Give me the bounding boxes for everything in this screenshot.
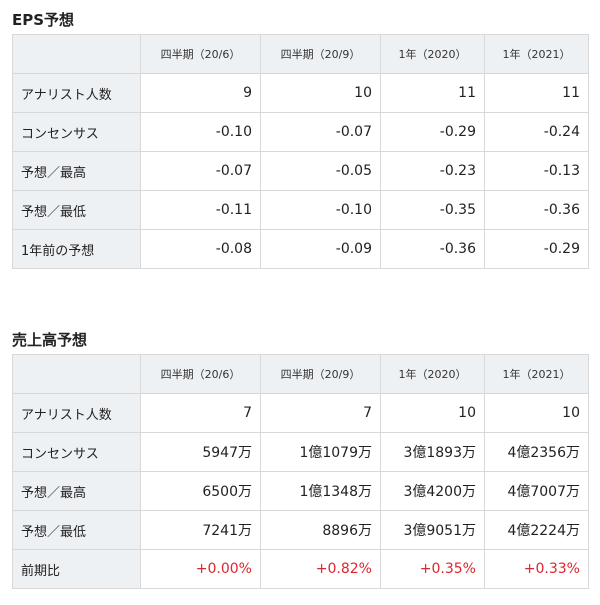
table-cell: -0.07 [260, 112, 381, 152]
row-label-high: 予想／最高 [12, 151, 141, 191]
table-cell: 10 [380, 393, 485, 433]
table-cell: 4億2356万 [484, 432, 589, 472]
row-label-year-ago: 1年前の予想 [12, 229, 141, 269]
sales-header-y-2020: 1年（2020） [380, 354, 485, 394]
eps-header-y-2021: 1年（2021） [484, 34, 589, 74]
table-row: アナリスト人数 9 10 11 11 [12, 73, 589, 113]
row-label-high: 予想／最高 [12, 471, 141, 511]
sales-table: 四半期（20/6） 四半期（20/9） 1年（2020） 1年（2021） アナ… [12, 354, 589, 589]
eps-table: 四半期（20/6） 四半期（20/9） 1年（2020） 1年（2021） アナ… [12, 34, 589, 269]
table-cell: 1億1348万 [260, 471, 381, 511]
change-cell: +0.35% [380, 549, 485, 589]
table-cell: 3億9051万 [380, 510, 485, 550]
table-cell: -0.10 [260, 190, 381, 230]
table-row: コンセンサス -0.10 -0.07 -0.29 -0.24 [12, 112, 589, 152]
table-cell: 11 [484, 73, 589, 113]
eps-header-y-2020: 1年（2020） [380, 34, 485, 74]
table-cell: 7 [140, 393, 261, 433]
table-row: 予想／最高 6500万 1億1348万 3億4200万 4億7007万 [12, 471, 589, 511]
table-row: 予想／最高 -0.07 -0.05 -0.23 -0.13 [12, 151, 589, 191]
table-cell: -0.10 [140, 112, 261, 152]
table-cell: 7 [260, 393, 381, 433]
eps-header-q-20-9: 四半期（20/9） [260, 34, 381, 74]
table-row: 1年前の予想 -0.08 -0.09 -0.36 -0.29 [12, 229, 589, 269]
table-cell: -0.07 [140, 151, 261, 191]
row-label-analysts: アナリスト人数 [12, 73, 141, 113]
sales-header-corner [12, 354, 141, 394]
table-cell: 6500万 [140, 471, 261, 511]
eps-title: EPS予想 [12, 11, 75, 29]
table-cell: 8896万 [260, 510, 381, 550]
eps-header-corner [12, 34, 141, 74]
sales-title: 売上高予想 [12, 331, 88, 349]
eps-header-row: 四半期（20/6） 四半期（20/9） 1年（2020） 1年（2021） [12, 34, 589, 74]
table-cell: 10 [260, 73, 381, 113]
sales-header-row: 四半期（20/6） 四半期（20/9） 1年（2020） 1年（2021） [12, 354, 589, 394]
table-row: 前期比 +0.00% +0.82% +0.35% +0.33% [12, 549, 589, 589]
sales-header-q-20-9: 四半期（20/9） [260, 354, 381, 394]
table-cell: -0.09 [260, 229, 381, 269]
table-cell: -0.08 [140, 229, 261, 269]
table-cell: 7241万 [140, 510, 261, 550]
table-cell: -0.35 [380, 190, 485, 230]
change-cell: +0.00% [140, 549, 261, 589]
table-cell: -0.29 [380, 112, 485, 152]
table-cell: 4億7007万 [484, 471, 589, 511]
row-label-yoy-change: 前期比 [12, 549, 141, 589]
eps-header-q-20-6: 四半期（20/6） [140, 34, 261, 74]
table-row: 予想／最低 -0.11 -0.10 -0.35 -0.36 [12, 190, 589, 230]
table-cell: 3億4200万 [380, 471, 485, 511]
row-label-consensus: コンセンサス [12, 112, 141, 152]
table-cell: -0.05 [260, 151, 381, 191]
change-cell: +0.33% [484, 549, 589, 589]
table-cell: -0.23 [380, 151, 485, 191]
table-cell: -0.29 [484, 229, 589, 269]
table-row: 予想／最低 7241万 8896万 3億9051万 4億2224万 [12, 510, 589, 550]
table-cell: -0.36 [484, 190, 589, 230]
sales-header-y-2021: 1年（2021） [484, 354, 589, 394]
table-cell: 11 [380, 73, 485, 113]
table-cell: 3億1893万 [380, 432, 485, 472]
table-cell: -0.24 [484, 112, 589, 152]
row-label-analysts: アナリスト人数 [12, 393, 141, 433]
sales-section: 売上高予想 四半期（20/6） 四半期（20/9） 1年（2020） 1年（20… [12, 326, 589, 589]
change-cell: +0.82% [260, 549, 381, 589]
table-cell: -0.13 [484, 151, 589, 191]
eps-section: EPS予想 四半期（20/6） 四半期（20/9） 1年（2020） 1年（20… [12, 6, 589, 269]
table-cell: 1億1079万 [260, 432, 381, 472]
table-cell: 10 [484, 393, 589, 433]
row-label-consensus: コンセンサス [12, 432, 141, 472]
table-cell: 5947万 [140, 432, 261, 472]
table-row: コンセンサス 5947万 1億1079万 3億1893万 4億2356万 [12, 432, 589, 472]
table-cell: -0.36 [380, 229, 485, 269]
row-label-low: 予想／最低 [12, 190, 141, 230]
table-cell: 9 [140, 73, 261, 113]
table-cell: -0.11 [140, 190, 261, 230]
row-label-low: 予想／最低 [12, 510, 141, 550]
table-row: アナリスト人数 7 7 10 10 [12, 393, 589, 433]
sales-header-q-20-6: 四半期（20/6） [140, 354, 261, 394]
table-cell: 4億2224万 [484, 510, 589, 550]
